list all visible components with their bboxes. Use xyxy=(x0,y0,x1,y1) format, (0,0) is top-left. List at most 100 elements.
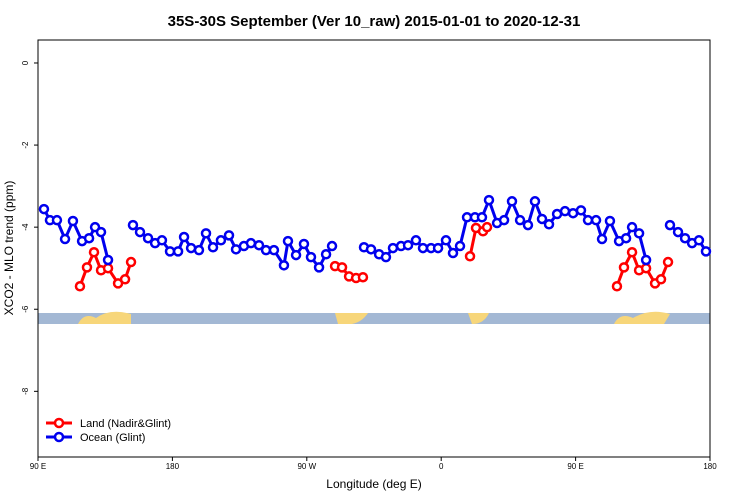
data-point xyxy=(476,212,488,223)
data-point xyxy=(432,242,444,254)
data-point xyxy=(83,232,95,244)
data-point xyxy=(320,248,332,260)
data-point xyxy=(655,274,667,285)
data-point xyxy=(178,231,190,243)
y-tick-label: 0 xyxy=(21,60,30,65)
data-point xyxy=(253,239,265,251)
data-point xyxy=(357,271,369,283)
data-point xyxy=(365,244,377,255)
data-point xyxy=(387,242,399,254)
x-tick-label: 90 E xyxy=(567,462,583,471)
land-patch xyxy=(614,311,670,324)
data-point xyxy=(620,232,632,244)
x-tick-label: 0 xyxy=(439,462,444,471)
data-point xyxy=(282,235,294,247)
data-point xyxy=(336,262,348,273)
data-point xyxy=(51,214,63,226)
data-point xyxy=(693,235,705,246)
data-point xyxy=(679,232,691,244)
data-point xyxy=(88,246,100,258)
data-point xyxy=(640,262,652,274)
data-point xyxy=(313,262,325,273)
data-point xyxy=(417,242,429,254)
legend-marker xyxy=(53,431,65,443)
data-point xyxy=(38,203,50,215)
data-point xyxy=(81,262,93,273)
data-point xyxy=(142,232,154,244)
x-tick-label: 90 W xyxy=(297,462,316,471)
data-point xyxy=(156,235,168,246)
y-tick-label: -2 xyxy=(21,141,30,149)
data-point xyxy=(410,235,422,246)
data-point xyxy=(59,233,71,245)
data-point xyxy=(672,226,684,238)
data-point xyxy=(481,221,493,233)
data-point xyxy=(102,262,114,274)
data-point xyxy=(164,246,176,257)
series-line xyxy=(78,225,670,287)
data-point xyxy=(200,228,212,239)
data-point xyxy=(278,260,290,271)
data-point xyxy=(662,256,674,268)
data-point xyxy=(522,219,534,231)
legend-marker xyxy=(53,417,65,429)
data-point xyxy=(604,215,616,227)
data-point xyxy=(127,219,139,231)
ocean-strip xyxy=(38,313,710,324)
data-point xyxy=(298,238,310,250)
data-point xyxy=(626,221,638,233)
data-point xyxy=(664,219,676,231)
data-point xyxy=(543,219,555,230)
y-tick-label: -4 xyxy=(21,223,30,231)
data-point xyxy=(536,213,548,225)
y-axis-label: XCO2 - MLO trend (ppm) xyxy=(2,181,16,316)
data-point xyxy=(498,214,510,226)
data-point xyxy=(464,251,476,262)
data-point xyxy=(134,226,146,238)
data-point xyxy=(626,246,638,258)
data-point xyxy=(95,226,107,238)
data-point xyxy=(172,246,184,257)
data-point xyxy=(290,249,302,261)
data-point xyxy=(582,214,594,226)
data-point xyxy=(326,240,338,252)
data-point xyxy=(529,196,541,207)
land-patch xyxy=(78,311,131,324)
y-tick-label: -6 xyxy=(21,305,30,313)
land-patch xyxy=(468,313,489,324)
data-point xyxy=(618,262,630,273)
data-point xyxy=(447,247,459,259)
chart-title: 35S-30S September (Ver 10_raw) 2015-01-0… xyxy=(168,13,581,30)
data-point xyxy=(402,239,414,251)
land-patch xyxy=(335,313,368,324)
data-point xyxy=(380,251,392,263)
data-point xyxy=(245,237,257,249)
y-tick-label: -8 xyxy=(21,387,30,395)
data-point xyxy=(67,215,79,227)
data-point xyxy=(590,214,602,226)
data-point xyxy=(305,251,317,263)
x-tick-label: 180 xyxy=(703,462,717,471)
data-point xyxy=(125,256,137,268)
data-point xyxy=(640,254,652,266)
data-point xyxy=(506,196,518,207)
data-point xyxy=(514,214,526,226)
series-line xyxy=(42,195,708,271)
x-tick-label: 180 xyxy=(166,462,180,471)
data-point xyxy=(215,235,227,246)
data-point xyxy=(575,205,587,216)
data-point xyxy=(74,281,86,292)
data-point xyxy=(268,244,280,256)
land-mask-strip xyxy=(38,311,710,324)
legend-label: Land (Nadir&Glint) xyxy=(80,418,171,430)
data-point xyxy=(193,244,205,256)
x-tick-label: 90 E xyxy=(30,462,46,471)
data-point xyxy=(223,230,235,241)
data-point xyxy=(559,205,571,217)
data-point xyxy=(102,254,114,266)
data-point xyxy=(483,194,495,206)
data-point xyxy=(207,242,219,253)
x-axis-label: Longitude (deg E) xyxy=(326,477,421,491)
data-point xyxy=(119,274,131,285)
